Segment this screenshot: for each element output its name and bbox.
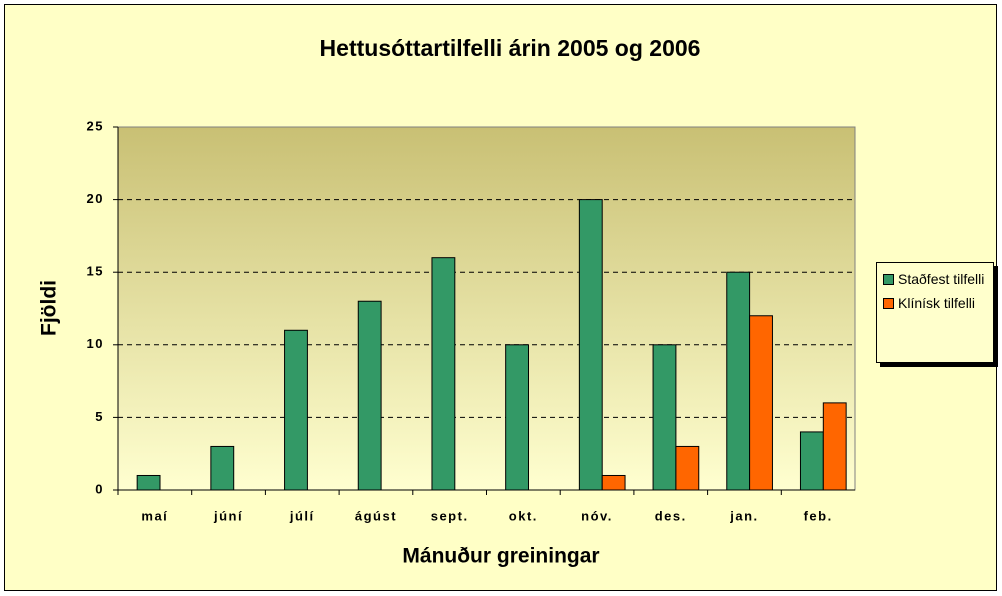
bar	[210, 445, 235, 491]
x-tick-label: feb.	[804, 508, 833, 523]
chart-title: Hettusóttartilfelli árin 2005 og 2006	[320, 35, 701, 61]
y-tick-label: 15	[87, 264, 104, 279]
y-tick-label: 5	[95, 409, 104, 424]
x-tick-label: júlí	[289, 508, 315, 523]
y-axis-label: Fjöldi	[38, 280, 61, 336]
bar	[431, 257, 456, 491]
bar	[749, 315, 773, 491]
legend: Staðfest tilfelli Klínísk tilfelli	[876, 262, 994, 363]
bar	[578, 199, 603, 491]
x-tick-label: sept.	[431, 508, 469, 523]
x-tick-label: jan.	[729, 508, 758, 523]
x-tick-label: des.	[655, 508, 687, 523]
legend-item: Staðfest tilfelli	[883, 271, 987, 287]
x-axis-label: Mánuður greiningar	[402, 545, 599, 568]
y-tick-label: 20	[87, 191, 104, 206]
legend-item: Klínísk tilfelli	[883, 295, 987, 311]
y-tick-label: 0	[95, 481, 104, 496]
y-tick-label: 10	[87, 336, 104, 351]
bar	[799, 431, 824, 491]
bar	[357, 300, 382, 491]
bar	[675, 445, 700, 491]
bar	[136, 474, 161, 491]
bar	[505, 344, 530, 491]
x-tick-label: ágúst	[355, 508, 397, 523]
legend-label: Staðfest tilfelli	[898, 271, 985, 287]
bar	[284, 329, 308, 491]
legend-label: Klínísk tilfelli	[898, 295, 976, 311]
bar	[822, 402, 847, 491]
x-tick-label: okt.	[509, 508, 538, 523]
bar	[726, 271, 751, 491]
x-tick-label: maí	[141, 508, 168, 523]
x-tick-label: nóv.	[581, 508, 613, 523]
bar	[652, 344, 677, 491]
legend-swatch	[883, 298, 894, 309]
y-tick-label: 25	[87, 118, 104, 133]
x-tick-label: júní	[213, 508, 243, 523]
legend-swatch	[883, 274, 894, 285]
bar	[601, 474, 626, 491]
